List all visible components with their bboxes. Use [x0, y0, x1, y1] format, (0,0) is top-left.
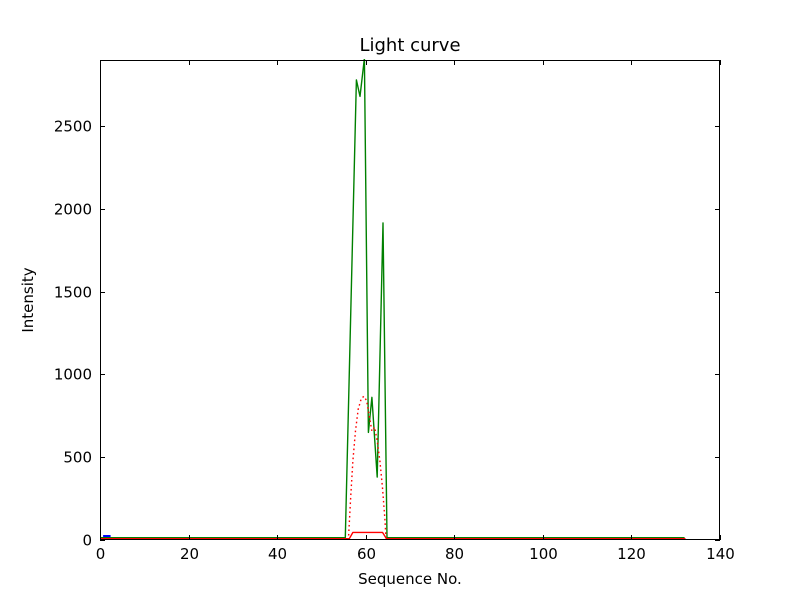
- x-tick-label: 100: [529, 545, 558, 563]
- x-tick-label: 60: [357, 545, 376, 563]
- y-tick-label: 2500: [54, 118, 92, 136]
- series-red-solid-baseline-bump: [100, 531, 686, 540]
- chart-title: Light curve: [359, 35, 460, 56]
- x-axis-label: Sequence No.: [358, 570, 462, 588]
- x-tick-label: 80: [445, 545, 464, 563]
- x-tick-label: 0: [96, 545, 106, 563]
- y-tick-label: 1000: [54, 366, 92, 384]
- series-red-dotted-burst-envelope: [347, 395, 387, 541]
- x-tick-label: 20: [180, 545, 199, 563]
- x-tick-label: 40: [268, 545, 287, 563]
- x-tick-label: 140: [706, 545, 735, 563]
- plot-series-layer: [100, 59, 686, 541]
- y-tick-label: 500: [63, 449, 92, 467]
- y-tick-label: 2000: [54, 201, 92, 219]
- y-axis-label: Intensity: [19, 267, 37, 332]
- series-green-solid-main-burst: [100, 59, 685, 539]
- axis-ticks-layer: 0 20 40 60 80 100 120 140 0 500 1000 1500 2000 2500: [54, 60, 735, 563]
- y-tick-label: 1500: [54, 284, 92, 302]
- plot-border: [100, 60, 720, 540]
- x-tick-label: 120: [617, 545, 646, 563]
- y-tick-label: 0: [82, 532, 92, 550]
